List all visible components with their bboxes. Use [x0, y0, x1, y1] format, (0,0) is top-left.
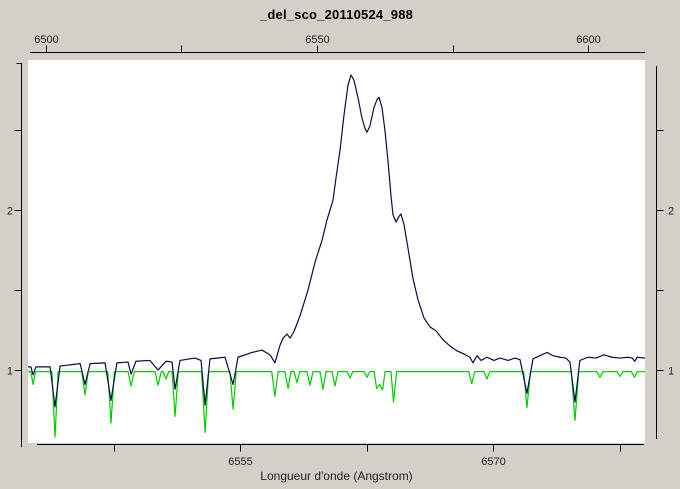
x-axis-title: Longueur d'onde (Angstrom) — [260, 469, 413, 483]
left-axis-tick-label: 1 — [7, 366, 13, 378]
chart-title: _del_sco_20110524_988 — [259, 7, 414, 22]
series-reference-spectrum — [28, 371, 645, 438]
left-axis-tick-label: 2 — [7, 206, 13, 218]
top-axis-tick-label: 6600 — [576, 34, 600, 46]
right-axis-tick-label: 1 — [668, 366, 674, 378]
right-axis-tick-label: 2 — [668, 206, 674, 218]
bottom-axis-tick-label: 6555 — [228, 456, 252, 468]
plot-area[interactable] — [28, 60, 645, 443]
top-axis-tick-label: 6550 — [305, 34, 329, 46]
series-star-spectrum — [28, 74, 646, 408]
top-axis-tick-label: 6500 — [34, 34, 58, 46]
bottom-axis-tick-label: 6570 — [481, 456, 505, 468]
